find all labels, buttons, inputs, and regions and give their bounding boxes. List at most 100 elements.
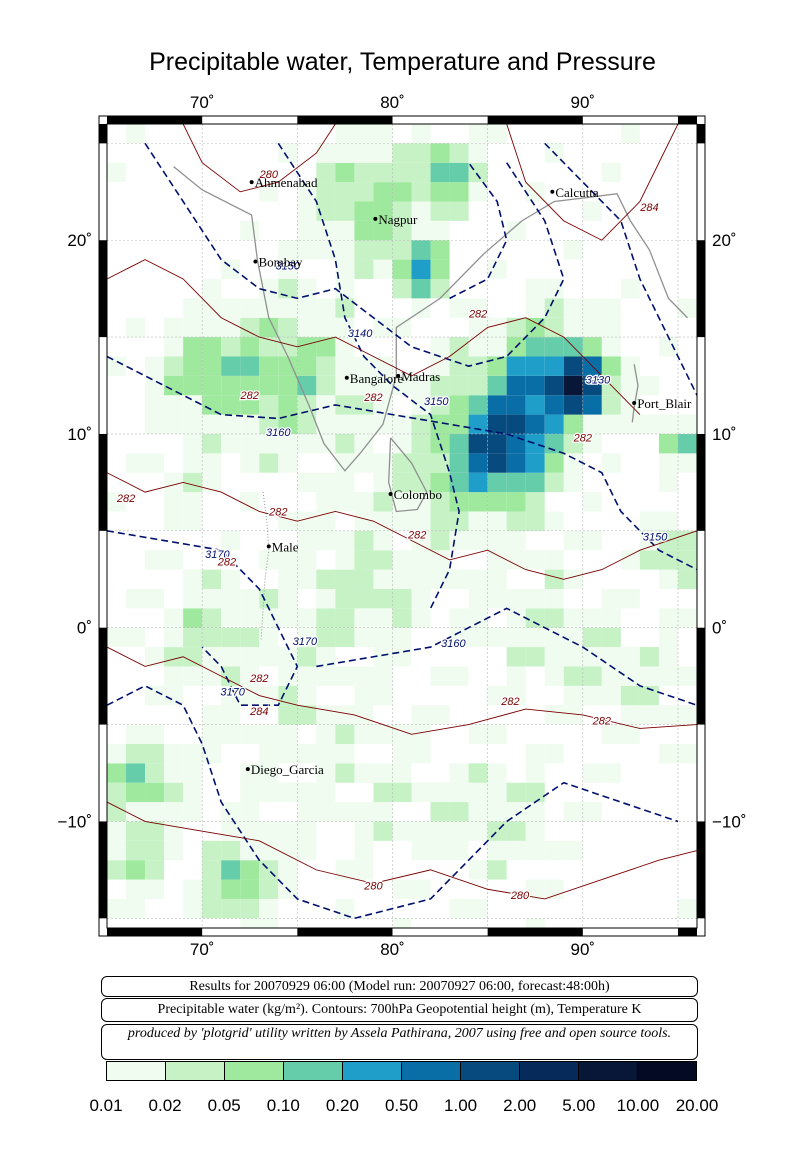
weather-map[interactable]: 280 3150 284 282 3140 282 282 3150 3130 3160 282 28… <box>0 0 805 975</box>
precip-cell <box>107 821 127 841</box>
precip-cell <box>544 627 564 648</box>
precip-cell <box>677 743 697 764</box>
frame-bar-right <box>697 627 705 725</box>
precip-cell <box>411 259 431 279</box>
contour-label: 282 <box>268 506 287 518</box>
precip-cell <box>221 337 241 357</box>
precip-cell <box>506 317 526 338</box>
precip-cell <box>316 162 336 183</box>
precip-cell <box>259 298 279 318</box>
precip-cell <box>392 201 412 221</box>
precip-cell <box>658 743 678 764</box>
precip-cell <box>240 298 260 318</box>
precip-cell <box>259 724 279 744</box>
precip-cell <box>392 143 412 163</box>
precip-cell <box>221 666 241 686</box>
precip-cell <box>297 414 317 434</box>
precip-cell <box>525 433 545 454</box>
precip-cell <box>373 492 393 512</box>
precip-cell <box>335 356 355 376</box>
precip-cell <box>525 918 545 928</box>
precip-cell <box>126 860 146 880</box>
precip-cell <box>658 705 678 725</box>
maldives-atolls <box>260 492 270 640</box>
precip-cell <box>316 763 336 783</box>
precip-cell <box>354 162 374 183</box>
precip-cell <box>449 472 469 493</box>
precip-cell <box>335 375 355 396</box>
precip-cell <box>544 608 564 628</box>
precip-cell <box>126 802 146 822</box>
precip-cell <box>316 240 336 260</box>
precip-cell <box>525 472 545 493</box>
colorbar-swatch <box>166 1062 225 1080</box>
precip-cell <box>183 414 203 434</box>
outer-frame <box>98 115 706 937</box>
precip-cell <box>506 220 526 241</box>
precip-cell <box>316 298 336 318</box>
precip-cell <box>316 356 336 376</box>
precip-cell <box>183 763 203 783</box>
cities: AhmenabadCalcuttaNagpurBombayBangaloreMa… <box>245 175 692 777</box>
coastline-andaman <box>631 364 639 423</box>
precip-cell <box>563 472 583 493</box>
precip-cell <box>468 898 488 919</box>
colorbar-swatch <box>461 1062 520 1080</box>
precip-cell <box>354 588 374 609</box>
precip-cell <box>145 802 165 822</box>
precip-cell <box>430 240 450 260</box>
city-dot <box>373 216 378 221</box>
precip-cell <box>354 124 374 144</box>
precip-cell <box>563 705 583 725</box>
precip-cell <box>297 782 317 803</box>
city-dot <box>266 544 271 549</box>
precip-cell <box>240 492 260 512</box>
precip-cell <box>126 898 146 919</box>
precip-cell <box>221 298 241 318</box>
precip-cell <box>392 278 412 299</box>
precip-cell <box>506 375 526 396</box>
precip-cell <box>297 821 317 841</box>
precip-cell <box>487 453 507 473</box>
precip-cell <box>145 743 165 764</box>
precip-cell <box>202 356 222 376</box>
fields-info: Precipitable water (kg/m²). Contours: 70… <box>101 998 698 1022</box>
precip-cell <box>544 588 564 609</box>
precip-cell <box>582 647 602 667</box>
precip-cell <box>582 395 602 415</box>
precip-cell <box>582 317 602 338</box>
precip-cell <box>525 375 545 396</box>
precip-cell <box>126 782 146 803</box>
lon-label-top: 90˚ <box>571 93 596 112</box>
precip-cell <box>183 588 203 609</box>
frame-bar-left <box>99 433 107 531</box>
city-marker: Bangalore <box>344 371 403 386</box>
precip-cell <box>164 627 184 648</box>
precip-cell <box>354 550 374 570</box>
precip-cell <box>411 511 431 531</box>
precip-cell <box>259 898 279 919</box>
precip-cell <box>278 143 298 163</box>
precip-cell <box>183 666 203 686</box>
precip-cell <box>658 550 678 570</box>
precip-cell <box>278 724 298 744</box>
precip-cell <box>544 356 564 376</box>
precip-cell <box>126 124 146 144</box>
frame-bar-bottom <box>297 928 393 936</box>
precip-cell <box>639 375 659 396</box>
frame-bar-bottom <box>107 928 203 936</box>
precip-cell <box>145 588 165 609</box>
lat-label-left: 0˚ <box>77 619 92 638</box>
precip-cell <box>316 647 336 667</box>
precip-cell <box>164 356 184 376</box>
precip-cell <box>487 588 507 609</box>
precip-cell <box>221 705 241 725</box>
precip-cell <box>563 608 583 628</box>
precip-cell <box>202 433 222 454</box>
precip-cell <box>297 201 317 221</box>
precip-cell <box>468 356 488 376</box>
city-marker: Ahmenabad <box>249 175 318 190</box>
precip-cell <box>620 278 640 299</box>
colorbar-swatch <box>520 1062 579 1080</box>
city-marker: Bombay <box>253 255 303 270</box>
